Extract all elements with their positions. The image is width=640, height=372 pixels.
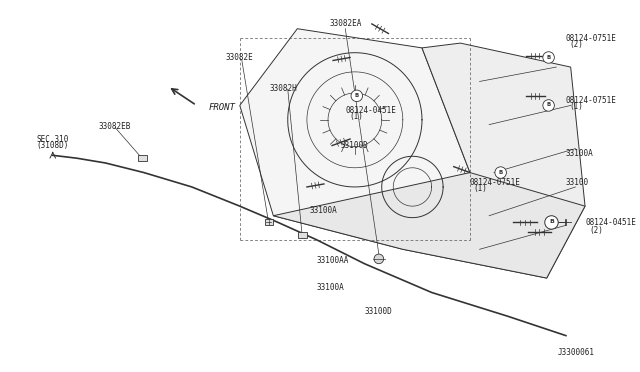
Text: B: B [547, 55, 551, 60]
Text: (2): (2) [570, 39, 584, 49]
Text: B: B [547, 102, 551, 108]
Text: 33100A: 33100A [317, 283, 344, 292]
Text: 33100: 33100 [566, 178, 589, 187]
Text: FRONT: FRONT [209, 103, 236, 112]
Text: B: B [549, 219, 554, 224]
Text: B: B [499, 170, 503, 174]
Text: 33100A: 33100A [310, 206, 337, 215]
Circle shape [351, 90, 362, 102]
Text: SEC.310: SEC.310 [36, 135, 69, 144]
Circle shape [543, 52, 554, 63]
Text: (2): (2) [589, 226, 603, 235]
Polygon shape [403, 43, 585, 278]
Text: 33100A: 33100A [566, 149, 594, 158]
Circle shape [545, 216, 558, 229]
Circle shape [495, 167, 506, 178]
Polygon shape [273, 173, 585, 278]
Circle shape [543, 100, 554, 111]
Text: 33100D: 33100D [340, 141, 368, 150]
Text: 08124-0451E: 08124-0451E [585, 218, 636, 227]
Bar [265, 219, 273, 225]
Text: (1): (1) [349, 112, 363, 121]
Text: (3108D): (3108D) [36, 141, 69, 150]
Text: 08124-0751E: 08124-0751E [566, 96, 617, 105]
Text: 33082EB: 33082EB [99, 122, 131, 131]
Text: (1): (1) [570, 102, 584, 111]
Text: 08124-0751E: 08124-0751E [566, 34, 617, 43]
Text: 33082H: 33082H [269, 84, 297, 93]
Text: (1): (1) [474, 185, 488, 193]
Text: 33100D: 33100D [364, 307, 392, 316]
Text: 08124-0751E: 08124-0751E [470, 178, 521, 187]
Text: 33082EA: 33082EA [329, 19, 362, 28]
Text: 33100AA: 33100AA [317, 256, 349, 265]
Bar [298, 232, 307, 238]
Circle shape [374, 254, 383, 264]
Text: 08124-0451E: 08124-0451E [345, 106, 396, 115]
Text: B: B [355, 93, 359, 98]
Polygon shape [240, 29, 470, 249]
Text: J3300061: J3300061 [557, 348, 595, 357]
Text: 33082E: 33082E [226, 53, 253, 62]
Bar [138, 155, 147, 161]
